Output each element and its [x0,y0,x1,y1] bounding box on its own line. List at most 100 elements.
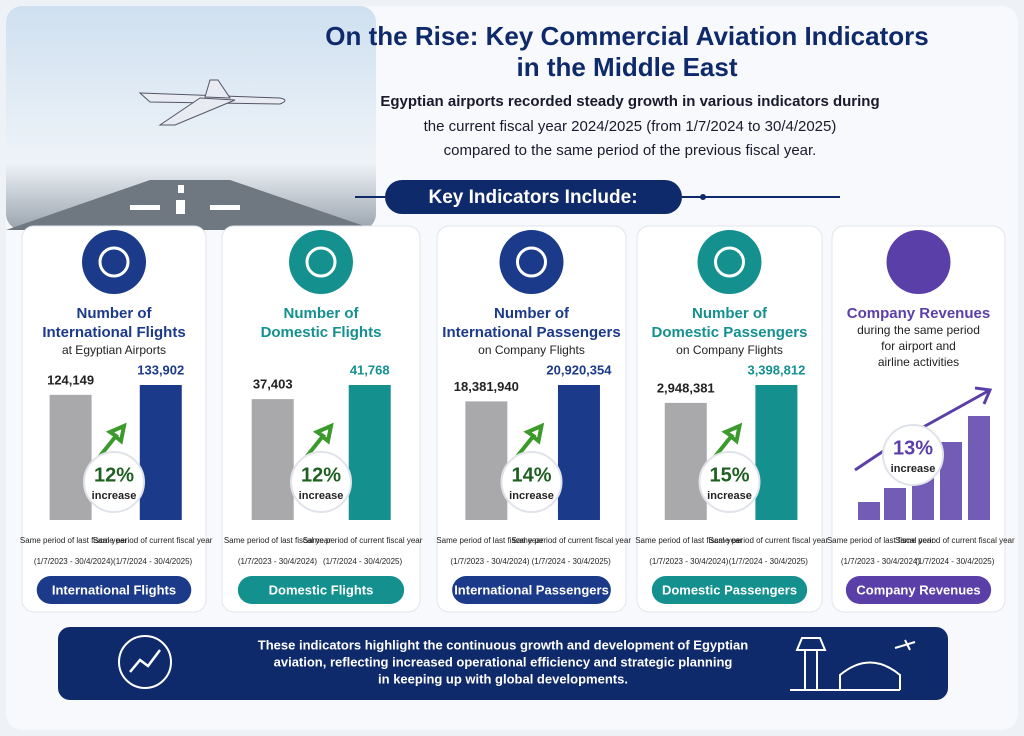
title: On the Rise: Key Commercial Aviation Ind… [325,21,928,51]
airport-icon [790,637,916,691]
change-text: increase [92,490,137,502]
section-pill [385,180,682,214]
change-text: increase [891,463,936,475]
bar [348,385,391,520]
card-title: Number of [284,305,360,322]
x-tick-label: Same period of current fiscal year [709,536,829,545]
title: in the Middle East [516,52,737,82]
x-tick-date: (1/7/2024 - 30/4/2025) [915,557,995,566]
change-badge [698,451,761,513]
card-title: International Flights [42,324,185,341]
bar [465,401,508,520]
value-label: 124,149 [47,372,94,387]
card-title: Number of [77,305,153,322]
change-label: 15% [709,464,749,486]
footer-text: aviation, reflecting increased operation… [274,654,733,669]
icon-inner [516,246,547,278]
card-subtitle: for airport and [881,339,956,353]
footer-text: in keeping up with global developments. [378,671,628,686]
runway-marks [130,185,240,214]
footer-pill [651,576,808,604]
change-label: 13% [893,437,933,459]
x-tick-label: Same period of last fiscal year [635,536,742,545]
x-tick-label: Same period of current fiscal year [511,536,631,545]
bar [49,394,92,520]
runway [6,180,376,230]
change-label: 12% [94,464,134,486]
card-subtitle: on Company Flights [478,343,585,357]
footer-label: International Passengers [454,582,609,597]
decor-bar [968,416,990,520]
trend-arrow [705,422,743,468]
card-title: Company Revenues [847,305,990,322]
change-badge [882,424,944,486]
subtitle: the current fiscal year 2024/2025 (from … [424,118,837,135]
card-subtitle: airline activities [878,355,959,369]
x-tick-label: Same period of current fiscal year [895,536,1015,545]
x-tick-date: (1/7/2023 - 30/4/2024) [649,557,729,566]
change-label: 14% [511,464,551,486]
icon-inner [305,246,337,278]
footer-pill [845,576,992,604]
value-label: 41,768 [350,362,390,377]
x-tick-label: Same period of current fiscal year [303,536,423,545]
x-tick-label: Same period of last fiscal year [224,536,331,545]
value-label: 37,403 [253,377,293,392]
change-text: increase [707,490,752,502]
change-badge [500,451,563,513]
footer-label: Company Revenues [856,582,980,597]
x-tick-date: (1/7/2023 - 30/4/2024) [238,557,318,566]
footer-pill [452,576,611,604]
card-title: Number of [494,305,570,322]
footer-box [58,627,948,700]
card-title: International Passengers [442,324,620,341]
icon [82,230,146,294]
card-title: Domestic Flights [261,324,382,341]
trend-arrow [297,422,334,468]
x-tick-label: Same period of last fiscal year [436,536,543,545]
x-tick-date: (1/7/2024 - 30/4/2025) [532,557,612,566]
icon [289,230,353,294]
x-tick-label: Same period of last fiscal year [827,536,934,545]
x-tick-label: Same period of last fiscal year [20,536,127,545]
footer-icon [129,649,161,673]
icon-inner [714,246,745,278]
subtitle: compared to the same period of the previ… [444,142,817,159]
trend-arrow [90,422,127,468]
card-subtitle: during the same period [857,323,980,337]
x-tick-date: (1/7/2023 - 30/4/2024) [841,557,921,566]
x-tick-date: (1/7/2024 - 30/4/2025) [113,557,193,566]
change-label: 12% [301,464,341,486]
decor-bar [884,488,906,520]
airplane [138,79,286,126]
x-tick-date: (1/7/2024 - 30/4/2025) [323,557,403,566]
x-tick-date: (1/7/2023 - 30/4/2024) [450,557,530,566]
change-badge [83,451,145,513]
card-subtitle: at Egyptian Airports [62,343,166,357]
x-tick-date: (1/7/2023 - 30/4/2024) [34,557,114,566]
footer-label: Domestic Passengers [662,582,797,597]
bar [139,385,182,520]
x-tick-label: Same period of current fiscal year [93,536,213,545]
change-text: increase [299,490,344,502]
bar [755,385,798,520]
footer-label: Domestic Flights [269,582,374,597]
value-label: 3,398,812 [747,362,805,377]
footer-text: These indicators highlight the continuou… [258,637,748,652]
footer-pill [237,576,405,604]
bar [251,399,294,520]
value-label: 133,902 [137,362,184,377]
footer-label: International Flights [52,582,176,597]
card-subtitle: on Company Flights [676,343,783,357]
subtitle: Egyptian airports recorded steady growth… [380,93,879,110]
decor-bar [858,502,880,520]
bar [557,385,600,520]
icon [499,230,564,294]
change-badge [290,451,352,513]
card-title: Domestic Passengers [652,324,808,341]
divider-dot [700,194,706,200]
trend-arrow [507,422,545,468]
change-text: increase [509,490,554,502]
value-label: 18,381,940 [454,379,519,394]
